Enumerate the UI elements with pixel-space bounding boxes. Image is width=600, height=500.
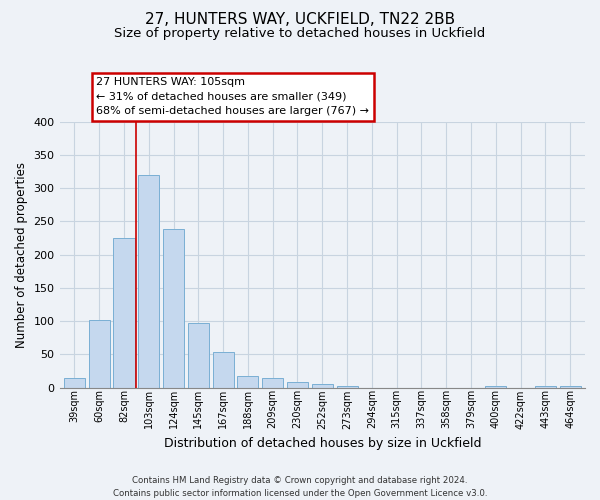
Y-axis label: Number of detached properties: Number of detached properties: [15, 162, 28, 348]
Bar: [485, 386, 506, 388]
Bar: [535, 386, 556, 388]
Bar: [163, 230, 184, 388]
Bar: [89, 320, 110, 388]
Bar: [560, 386, 581, 388]
Text: 27 HUNTERS WAY: 105sqm
← 31% of detached houses are smaller (349)
68% of semi-de: 27 HUNTERS WAY: 105sqm ← 31% of detached…: [97, 78, 370, 116]
Bar: [287, 382, 308, 388]
Text: Size of property relative to detached houses in Uckfield: Size of property relative to detached ho…: [115, 28, 485, 40]
Text: Contains HM Land Registry data © Crown copyright and database right 2024.
Contai: Contains HM Land Registry data © Crown c…: [113, 476, 487, 498]
Bar: [212, 352, 233, 388]
Bar: [262, 378, 283, 388]
Bar: [113, 238, 134, 388]
Bar: [188, 323, 209, 388]
Bar: [64, 378, 85, 388]
Bar: [312, 384, 333, 388]
Text: 27, HUNTERS WAY, UCKFIELD, TN22 2BB: 27, HUNTERS WAY, UCKFIELD, TN22 2BB: [145, 12, 455, 28]
Bar: [337, 386, 358, 388]
Bar: [238, 376, 259, 388]
X-axis label: Distribution of detached houses by size in Uckfield: Distribution of detached houses by size …: [164, 437, 481, 450]
Bar: [138, 175, 160, 388]
